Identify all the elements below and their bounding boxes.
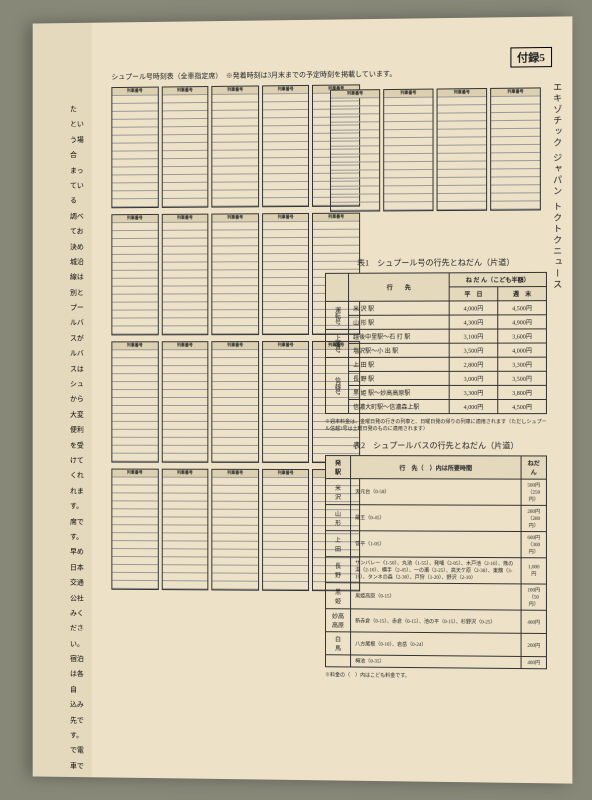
left-page-peek: たという場合まっている調べてお決め城沿線は別とプールバスがルバスはシュから大変便… [33, 23, 92, 777]
timetable-block: 列車番号 [262, 213, 310, 335]
timetable-block: 列車番号 [212, 469, 259, 591]
timetable-block: 列車番号 [161, 86, 208, 208]
table-row: 栂池（0-35）400円 [326, 655, 547, 669]
timetable-block: 列車番号 [262, 469, 310, 591]
table-row: 山 形 駅4,300円4,900円 [326, 315, 547, 330]
timetable-block: 列車番号 [161, 469, 208, 591]
timetable-top-right: 列車番号 列車番号 列車番号 列車番号 [330, 87, 547, 217]
table2-note: ※料金の（ ）内はこども料金です。 [325, 671, 547, 680]
timetable-block: 列車番号 [490, 87, 541, 210]
table-row: 長 野 駅3,000円3,500円 [326, 371, 547, 385]
timetable-block: 列車番号 [161, 214, 208, 336]
timetable-block: 列車番号 [111, 469, 158, 591]
price-table-2: 発 駅行 先（ ）内は所要時間ねだん米 沢天元台（0-50）500円 （250円… [325, 455, 547, 669]
table-row: 山 形蔵王（0-45）280円 （280円） [326, 505, 547, 532]
table-row: 黒 姫 駅～妙高高原駅3,300円3,800円 [326, 385, 547, 399]
timetable-block: 列車番号 [212, 213, 259, 335]
table-row: 運転号米 沢 駅4,000円4,500円 [326, 301, 547, 316]
timetable-block: 列車番号 [111, 214, 158, 336]
timetable-block: 列車番号 [330, 89, 380, 212]
timetable-block: 列車番号 [262, 341, 310, 463]
timetable-block: 列車番号 [262, 85, 310, 207]
page-title: シュプール号時刻表（全車指定席） ※発着時刻は3月末までの予定時刻を掲載していま… [111, 67, 552, 82]
table-row: 塩沢駅～小 出 駅3,500円4,000円 [326, 343, 547, 357]
timetable-block: 列車番号 [212, 85, 259, 207]
timetable-block: 列車番号 [111, 87, 158, 209]
table-row: 上 田菅平（1-05）600円 （300円） [326, 531, 547, 558]
timetable-block: 列車番号 [212, 341, 259, 463]
main-page: 付録5 エキゾチック ジャパン トクトクニュース シュプール号時刻表（全車指定席… [92, 16, 573, 783]
table1-title: 表1 シュプール号の行先とねだん（片道） [325, 257, 547, 269]
table-row: 長 野サンバレー（1-50）、丸池（1-55）、発哺（2-05）、木戸池（2-1… [326, 557, 547, 584]
price-table-1: 行 先ね だ ん（こども半額）平 日週 末運転号米 沢 駅4,000円4,500… [325, 272, 547, 414]
table1-note: ※週末料金は、金曜日発の行きの列車と、日曜日発の帰りの列車に適用されます（ただし… [325, 418, 547, 432]
timetable-block: 列車番号 [437, 88, 488, 211]
table-row: 白 馬八方尾根（0-10）、岩岳（0-24）200円 [326, 632, 547, 657]
table-row: 信越号上 田 駅2,800円3,300円 [326, 357, 547, 371]
vertical-title: エキゾチック ジャパン トクトクニュース [551, 82, 564, 290]
timetable-block: 列車番号 [161, 341, 208, 463]
table-row: 上越号越後中里駅～石 打 駅3,100円3,600円 [326, 329, 547, 344]
table-row: 妙高高原新赤倉（0-15）、赤倉（0-15）、池の平（0-15）、杉野沢（0-2… [326, 609, 547, 634]
timetable-block: 列車番号 [111, 341, 158, 462]
table2-title: 表2 シュプールバスの行先とねだん（片道） [325, 440, 547, 451]
table-row: 黒 姫黒姫高原（0-15）100円 （50円） [326, 583, 547, 611]
table-row: 信濃大町駅～信濃森上駅4,000円4,500円 [326, 399, 547, 413]
timetable-block: 列車番号 [383, 89, 433, 212]
table-row: 米 沢天元台（0-50）500円 （250円） [326, 479, 547, 506]
timetable-section: 列車番号 列車番号 列車番号 列車番号 列車番号 列車番号 列車番号 列車番号 … [111, 84, 360, 591]
appendix-badge: 付録5 [510, 47, 552, 68]
